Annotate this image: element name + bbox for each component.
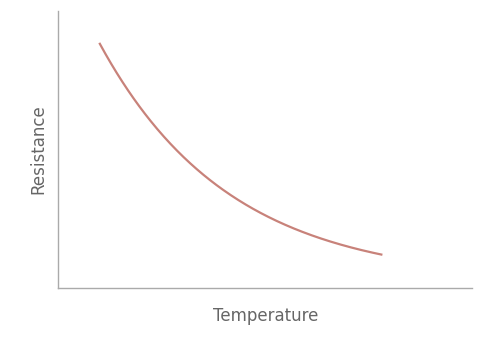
X-axis label: Temperature: Temperature [213, 307, 318, 325]
Y-axis label: Resistance: Resistance [29, 104, 47, 194]
